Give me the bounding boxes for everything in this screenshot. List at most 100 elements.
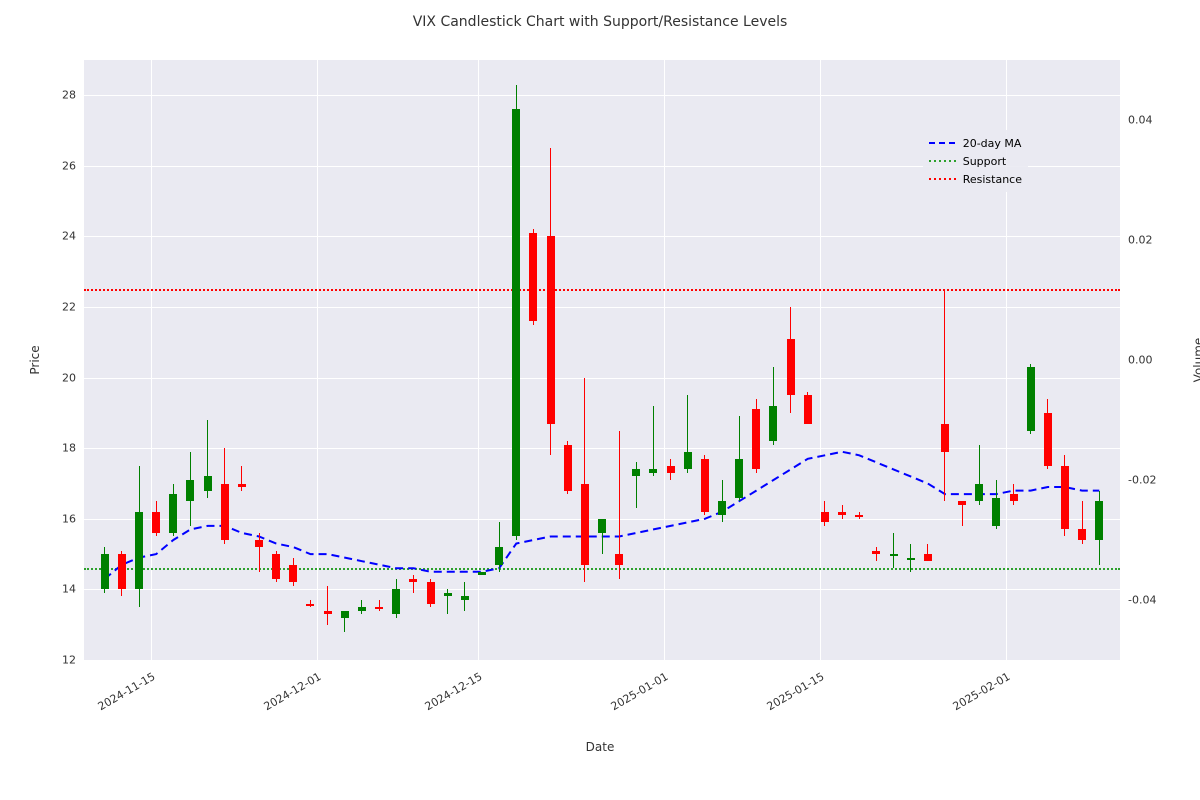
candle-body — [306, 604, 314, 606]
legend-label: Resistance — [963, 173, 1022, 186]
candle-body — [924, 554, 932, 561]
candle-body — [289, 565, 297, 583]
x-tick-label: 2024-11-15 — [65, 670, 158, 731]
candle-wick — [893, 533, 894, 568]
y2-tick-label: 0.04 — [1128, 114, 1178, 127]
candle-body — [958, 501, 966, 505]
legend-label: Support — [963, 155, 1006, 168]
candle-body — [186, 480, 194, 501]
candle-body — [975, 484, 983, 502]
candle-body — [512, 109, 520, 536]
y-tick-label: 18 — [36, 442, 76, 455]
candle-body — [444, 593, 452, 597]
candle-body — [787, 339, 795, 395]
plot-area: 20-day MA Support Resistance — [84, 60, 1120, 660]
y2-tick-label: -0.02 — [1128, 474, 1178, 487]
y-tick-label: 22 — [36, 301, 76, 314]
candle-wick — [259, 533, 260, 572]
candle-body — [1044, 413, 1052, 466]
candle-body — [701, 459, 709, 512]
candle-body — [1027, 367, 1035, 431]
legend-label: 20-day MA — [963, 137, 1022, 150]
y2-tick-label: 0.00 — [1128, 354, 1178, 367]
x-tick-label: 2024-12-01 — [230, 670, 323, 731]
candle-body — [529, 233, 537, 321]
candle-body — [872, 551, 880, 555]
candle-body — [992, 498, 1000, 526]
candle-body — [718, 501, 726, 515]
candle-wick — [876, 547, 877, 561]
candle-wick — [653, 406, 654, 477]
candle-body — [255, 540, 263, 547]
candle-body — [667, 466, 675, 473]
candle-body — [461, 596, 469, 600]
candle-body — [821, 512, 829, 523]
x-tick-label: 2025-01-15 — [733, 670, 826, 731]
candle-body — [409, 579, 417, 583]
y-axis-label: Price — [28, 345, 42, 374]
candle-body — [169, 494, 177, 533]
y-tick-label: 28 — [36, 89, 76, 102]
legend-item-ma: 20-day MA — [929, 134, 1022, 152]
candle-body — [118, 554, 126, 589]
candle-wick — [962, 501, 963, 526]
candle-body — [204, 476, 212, 490]
x-axis-label: Date — [0, 740, 1200, 754]
candle-body — [478, 572, 486, 576]
candle-body — [632, 469, 640, 476]
gridline-horizontal — [84, 660, 1120, 661]
y2-tick-label: -0.04 — [1128, 594, 1178, 607]
x-tick-label: 2025-01-01 — [578, 670, 671, 731]
y-tick-label: 20 — [36, 371, 76, 384]
candle-body — [941, 424, 949, 452]
candle-body — [101, 554, 109, 589]
candle-body — [221, 484, 229, 540]
x-tick-label: 2024-12-15 — [391, 670, 484, 731]
candle-body — [598, 519, 606, 533]
candle-body — [392, 589, 400, 614]
candle-body — [564, 445, 572, 491]
candle-body — [341, 611, 349, 618]
candle-body — [752, 409, 760, 469]
candle-body — [375, 607, 383, 609]
y-tick-label: 24 — [36, 230, 76, 243]
candle-wick — [944, 289, 945, 501]
chart-title: VIX Candlestick Chart with Support/Resis… — [0, 14, 1200, 30]
candle-body — [907, 558, 915, 560]
y2-tick-label: 0.02 — [1128, 234, 1178, 247]
candle-body — [855, 515, 863, 517]
candle-body — [427, 582, 435, 603]
candle-body — [684, 452, 692, 470]
candle-body — [135, 512, 143, 590]
candle-body — [649, 469, 657, 473]
chart-container: VIX Candlestick Chart with Support/Resis… — [0, 0, 1200, 800]
candle-wick — [327, 586, 328, 625]
candle-body — [324, 611, 332, 615]
candle-body — [890, 554, 898, 556]
y-tick-label: 14 — [36, 583, 76, 596]
candle-body — [547, 236, 555, 423]
candle-body — [1010, 494, 1018, 501]
legend-item-support: Support — [929, 152, 1022, 170]
candle-body — [1078, 529, 1086, 540]
candle-body — [769, 406, 777, 441]
candle-body — [272, 554, 280, 579]
x-tick-label: 2025-02-01 — [919, 670, 1012, 731]
y-tick-label: 12 — [36, 654, 76, 667]
y2-axis-label: Volume — [1192, 338, 1200, 383]
legend: 20-day MA Support Resistance — [923, 130, 1028, 192]
candle-body — [238, 484, 246, 488]
legend-item-resistance: Resistance — [929, 170, 1022, 188]
candle-body — [838, 512, 846, 516]
y-tick-label: 26 — [36, 159, 76, 172]
y-tick-label: 16 — [36, 512, 76, 525]
candle-body — [804, 395, 812, 423]
candle-body — [1095, 501, 1103, 540]
candle-body — [1061, 466, 1069, 530]
candle-body — [495, 547, 503, 565]
candle-body — [735, 459, 743, 498]
candle-body — [358, 607, 366, 611]
candle-body — [615, 554, 623, 565]
candle-body — [581, 484, 589, 565]
candle-body — [152, 512, 160, 533]
